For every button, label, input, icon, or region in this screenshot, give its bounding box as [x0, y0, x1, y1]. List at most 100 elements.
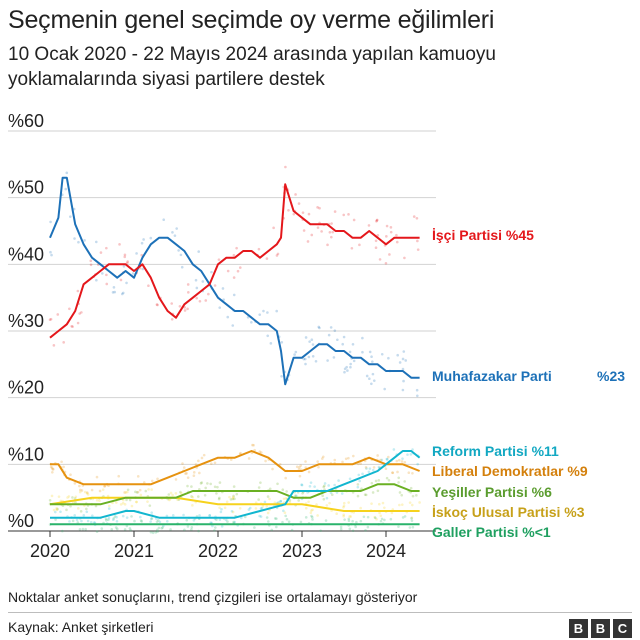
poll-dot: [170, 317, 174, 321]
poll-dot: [311, 354, 315, 358]
poll-dot: [395, 240, 399, 244]
trend-line: [49, 496, 420, 512]
poll-dot: [250, 320, 253, 324]
poll-dot: [406, 453, 409, 456]
poll-dot: [80, 311, 83, 314]
poll-dot: [351, 519, 354, 523]
poll-dot: [131, 272, 135, 275]
poll-dot: [395, 459, 399, 463]
poll-dot: [266, 495, 270, 498]
poll-dot: [397, 481, 400, 484]
poll-dot: [402, 379, 405, 383]
poll-dot: [126, 260, 129, 263]
poll-dot: [130, 504, 134, 508]
poll-dot: [366, 525, 370, 529]
poll-dot: [180, 491, 183, 495]
poll-dot: [139, 493, 143, 497]
poll-dot: [167, 493, 171, 496]
poll-dot: [354, 525, 357, 529]
poll-dot: [280, 340, 284, 344]
poll-dot: [126, 490, 129, 494]
poll-dot: [231, 497, 235, 501]
footer-divider: [8, 612, 632, 613]
poll-dot: [183, 309, 187, 312]
poll-dot: [114, 526, 118, 529]
poll-dot: [73, 497, 77, 500]
poll-dot: [142, 481, 146, 484]
poll-dot: [348, 527, 352, 531]
poll-dot: [398, 503, 401, 507]
poll-dot: [149, 520, 152, 523]
poll-dot: [218, 306, 222, 309]
poll-dot: [287, 208, 290, 212]
poll-dot: [403, 480, 406, 483]
poll-dot: [398, 491, 402, 494]
x-tick-label: 2021: [114, 541, 154, 561]
poll-dot: [101, 272, 104, 275]
poll-dot: [129, 528, 132, 532]
poll-dot: [103, 485, 106, 488]
poll-dot: [265, 516, 269, 519]
poll-dot: [350, 246, 354, 250]
poll-dot: [84, 527, 87, 531]
poll-dot: [192, 519, 196, 522]
poll-dot: [154, 531, 158, 534]
poll-dot: [294, 350, 298, 354]
poll-dot: [364, 466, 368, 469]
poll-dot: [56, 507, 59, 511]
poll-dot: [64, 187, 68, 191]
poll-dot: [111, 518, 115, 522]
poll-dot: [141, 267, 145, 271]
poll-dot: [155, 303, 159, 306]
poll-dot: [347, 456, 350, 460]
poll-dot: [347, 213, 350, 216]
poll-dot: [228, 495, 231, 499]
poll-dot: [247, 457, 251, 460]
poll-dot: [303, 357, 307, 361]
poll-dot: [415, 494, 418, 497]
poll-dot: [105, 246, 108, 250]
poll-dot: [123, 503, 127, 506]
poll-dot: [52, 344, 56, 347]
poll-dot: [59, 510, 62, 514]
poll-dot: [182, 466, 186, 469]
poll-dot: [78, 312, 81, 315]
poll-dot: [83, 490, 87, 494]
poll-dot: [342, 504, 346, 508]
poll-dot: [239, 451, 242, 455]
poll-dot: [292, 212, 296, 216]
poll-dot: [146, 500, 149, 503]
poll-dot: [276, 482, 279, 486]
poll-dot: [343, 370, 346, 374]
poll-dot: [150, 479, 154, 483]
poll-dot: [411, 471, 414, 475]
poll-dot: [364, 493, 368, 497]
poll-dot: [298, 474, 302, 478]
poll-dot: [324, 519, 328, 522]
poll-dot: [310, 515, 314, 519]
poll-dot: [125, 281, 128, 285]
poll-dot: [71, 519, 75, 523]
poll-dot: [310, 338, 314, 342]
poll-dot: [49, 250, 52, 254]
poll-dot: [409, 453, 413, 456]
poll-dot: [270, 528, 274, 532]
poll-dot: [379, 519, 383, 523]
poll-dot: [365, 467, 368, 470]
poll-dot: [122, 265, 126, 268]
poll-dot: [161, 526, 164, 529]
poll-dot: [186, 283, 190, 286]
poll-dot: [342, 335, 346, 339]
poll-dot: [374, 516, 377, 520]
poll-dot: [149, 236, 153, 240]
poll-dot: [78, 490, 82, 494]
poll-dot: [120, 292, 124, 296]
poll-dot: [149, 530, 153, 534]
poll-dot: [390, 511, 394, 515]
poll-dot: [99, 251, 103, 254]
poll-dot: [275, 309, 279, 313]
poll-dot: [135, 500, 138, 504]
poll-dot: [95, 278, 98, 282]
poll-dot: [284, 476, 287, 480]
